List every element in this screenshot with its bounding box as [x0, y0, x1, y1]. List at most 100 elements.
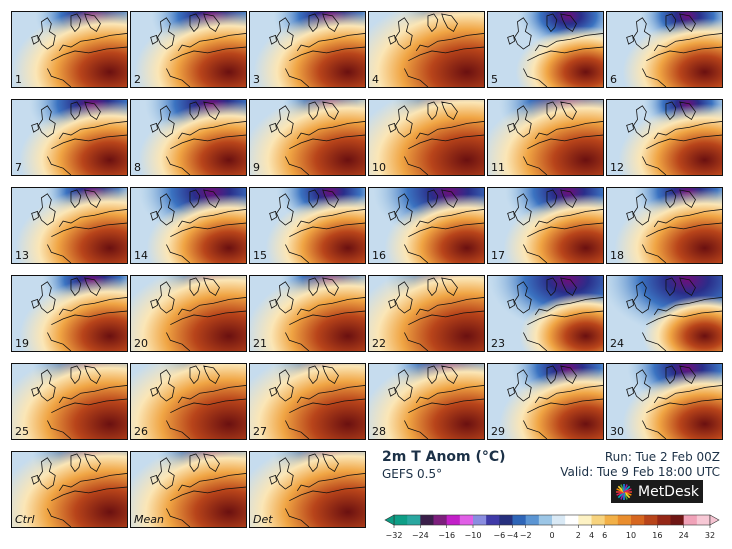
member-panel-21: 21 — [249, 275, 366, 352]
member-panel-mean: Mean — [130, 451, 247, 528]
anomaly-map — [12, 188, 127, 263]
member-panel-28: 28 — [368, 363, 485, 440]
panel-label: 4 — [372, 73, 379, 86]
colorbar-tick-label: −10 — [465, 531, 482, 540]
anomaly-map — [131, 364, 246, 439]
anomaly-map — [488, 364, 603, 439]
colorbar-segment — [420, 515, 434, 525]
colorbar-segment — [499, 515, 513, 525]
colorbar-segment — [696, 515, 711, 525]
member-panel-14: 14 — [130, 187, 247, 264]
chart-title: 2m T Anom (°C) — [382, 449, 506, 465]
anomaly-map — [250, 12, 365, 87]
anomaly-map — [250, 364, 365, 439]
anomaly-map — [131, 452, 246, 527]
colorbar-segment — [591, 515, 606, 525]
anomaly-map — [131, 188, 246, 263]
anomaly-map — [250, 188, 365, 263]
panel-label: 17 — [491, 249, 505, 262]
member-panel-25: 25 — [11, 363, 128, 440]
run-label: Run: Tue 2 Feb 00Z — [604, 450, 720, 464]
member-panel-27: 27 — [249, 363, 366, 440]
colorbar-segment — [407, 515, 421, 525]
colorbar-tick-label: 10 — [626, 531, 636, 540]
colorbar-tick-label: −24 — [412, 531, 429, 540]
anomaly-map — [488, 100, 603, 175]
valid-time-label: Valid: Tue 9 Feb 18:00 UTC — [560, 465, 720, 479]
member-panel-12: 12 — [606, 99, 723, 176]
anomaly-map — [488, 276, 603, 351]
panel-label: 15 — [253, 249, 267, 262]
panel-label: 13 — [15, 249, 29, 262]
logo-text: MetDesk — [638, 483, 699, 500]
anomaly-map — [131, 12, 246, 87]
member-panel-7: 7 — [11, 99, 128, 176]
panel-label: 9 — [253, 161, 260, 174]
member-panel-26: 26 — [130, 363, 247, 440]
anomaly-map — [607, 100, 722, 175]
anomaly-map — [369, 12, 484, 87]
member-panel-6: 6 — [606, 11, 723, 88]
member-panel-5: 5 — [487, 11, 604, 88]
panel-label: 18 — [610, 249, 624, 262]
member-panel-10: 10 — [368, 99, 485, 176]
colorbar-segment — [459, 515, 474, 525]
member-panel-8: 8 — [130, 99, 247, 176]
colorbar-tick-label: −4 — [507, 531, 519, 540]
panel-label: 29 — [491, 425, 505, 438]
starburst-logo-icon — [616, 483, 632, 500]
panel-label: 8 — [134, 161, 141, 174]
colorbar-tick-label: 32 — [705, 531, 715, 540]
panel-label: 2 — [134, 73, 141, 86]
colorbar-tick-label: −32 — [386, 531, 403, 540]
panel-label: 7 — [15, 161, 22, 174]
member-panel-2: 2 — [130, 11, 247, 88]
colorbar-graphic: −32 −24 −16 −10 −6 −4 −2 0 2 4 6 10 16 24 32 — [384, 514, 720, 540]
anomaly-map — [131, 100, 246, 175]
member-panel-24: 24 — [606, 275, 723, 352]
anomaly-map — [12, 100, 127, 175]
anomaly-map — [369, 100, 484, 175]
panel-label: 28 — [372, 425, 386, 438]
colorbar-tick-label: 0 — [549, 531, 554, 540]
member-panel-19: 19 — [11, 275, 128, 352]
anomaly-map — [607, 364, 722, 439]
member-panel-15: 15 — [249, 187, 366, 264]
colorbar-min-arrow — [384, 514, 395, 526]
anomaly-map — [12, 452, 127, 527]
anomaly-map — [12, 12, 127, 87]
colorbar-segment — [512, 515, 527, 525]
member-panel-3: 3 — [249, 11, 366, 88]
colorbar-segment — [552, 515, 566, 525]
member-panel-20: 20 — [130, 275, 247, 352]
colorbar-segment — [644, 515, 658, 525]
colorbar-segment — [473, 515, 487, 525]
panel-label: 6 — [610, 73, 617, 86]
panel-label: 21 — [253, 337, 267, 350]
panel-label: 23 — [491, 337, 505, 350]
anomaly-map — [250, 100, 365, 175]
panel-label: 14 — [134, 249, 148, 262]
panel-label: 30 — [610, 425, 624, 438]
colorbar-segment — [394, 515, 408, 525]
member-panel-30: 30 — [606, 363, 723, 440]
anomaly-map — [488, 12, 603, 87]
panel-label: 24 — [610, 337, 624, 350]
colorbar-segment — [578, 515, 592, 525]
panel-label: Det — [253, 513, 273, 526]
metdesk-logo: MetDesk — [611, 480, 703, 503]
panel-label: 26 — [134, 425, 148, 438]
colorbar-tick-label: −6 — [493, 531, 505, 540]
model-label: GEFS 0.5° — [382, 467, 443, 481]
colorbar-segment — [683, 515, 698, 525]
colorbar-segment — [433, 515, 448, 525]
member-panel-29: 29 — [487, 363, 604, 440]
member-panel-18: 18 — [606, 187, 723, 264]
panel-label: 12 — [610, 161, 624, 174]
anomaly-map — [12, 276, 127, 351]
member-panel-16: 16 — [368, 187, 485, 264]
colorbar-segment — [486, 515, 500, 525]
member-panel-23: 23 — [487, 275, 604, 352]
colorbar-tick-label: 6 — [602, 531, 607, 540]
